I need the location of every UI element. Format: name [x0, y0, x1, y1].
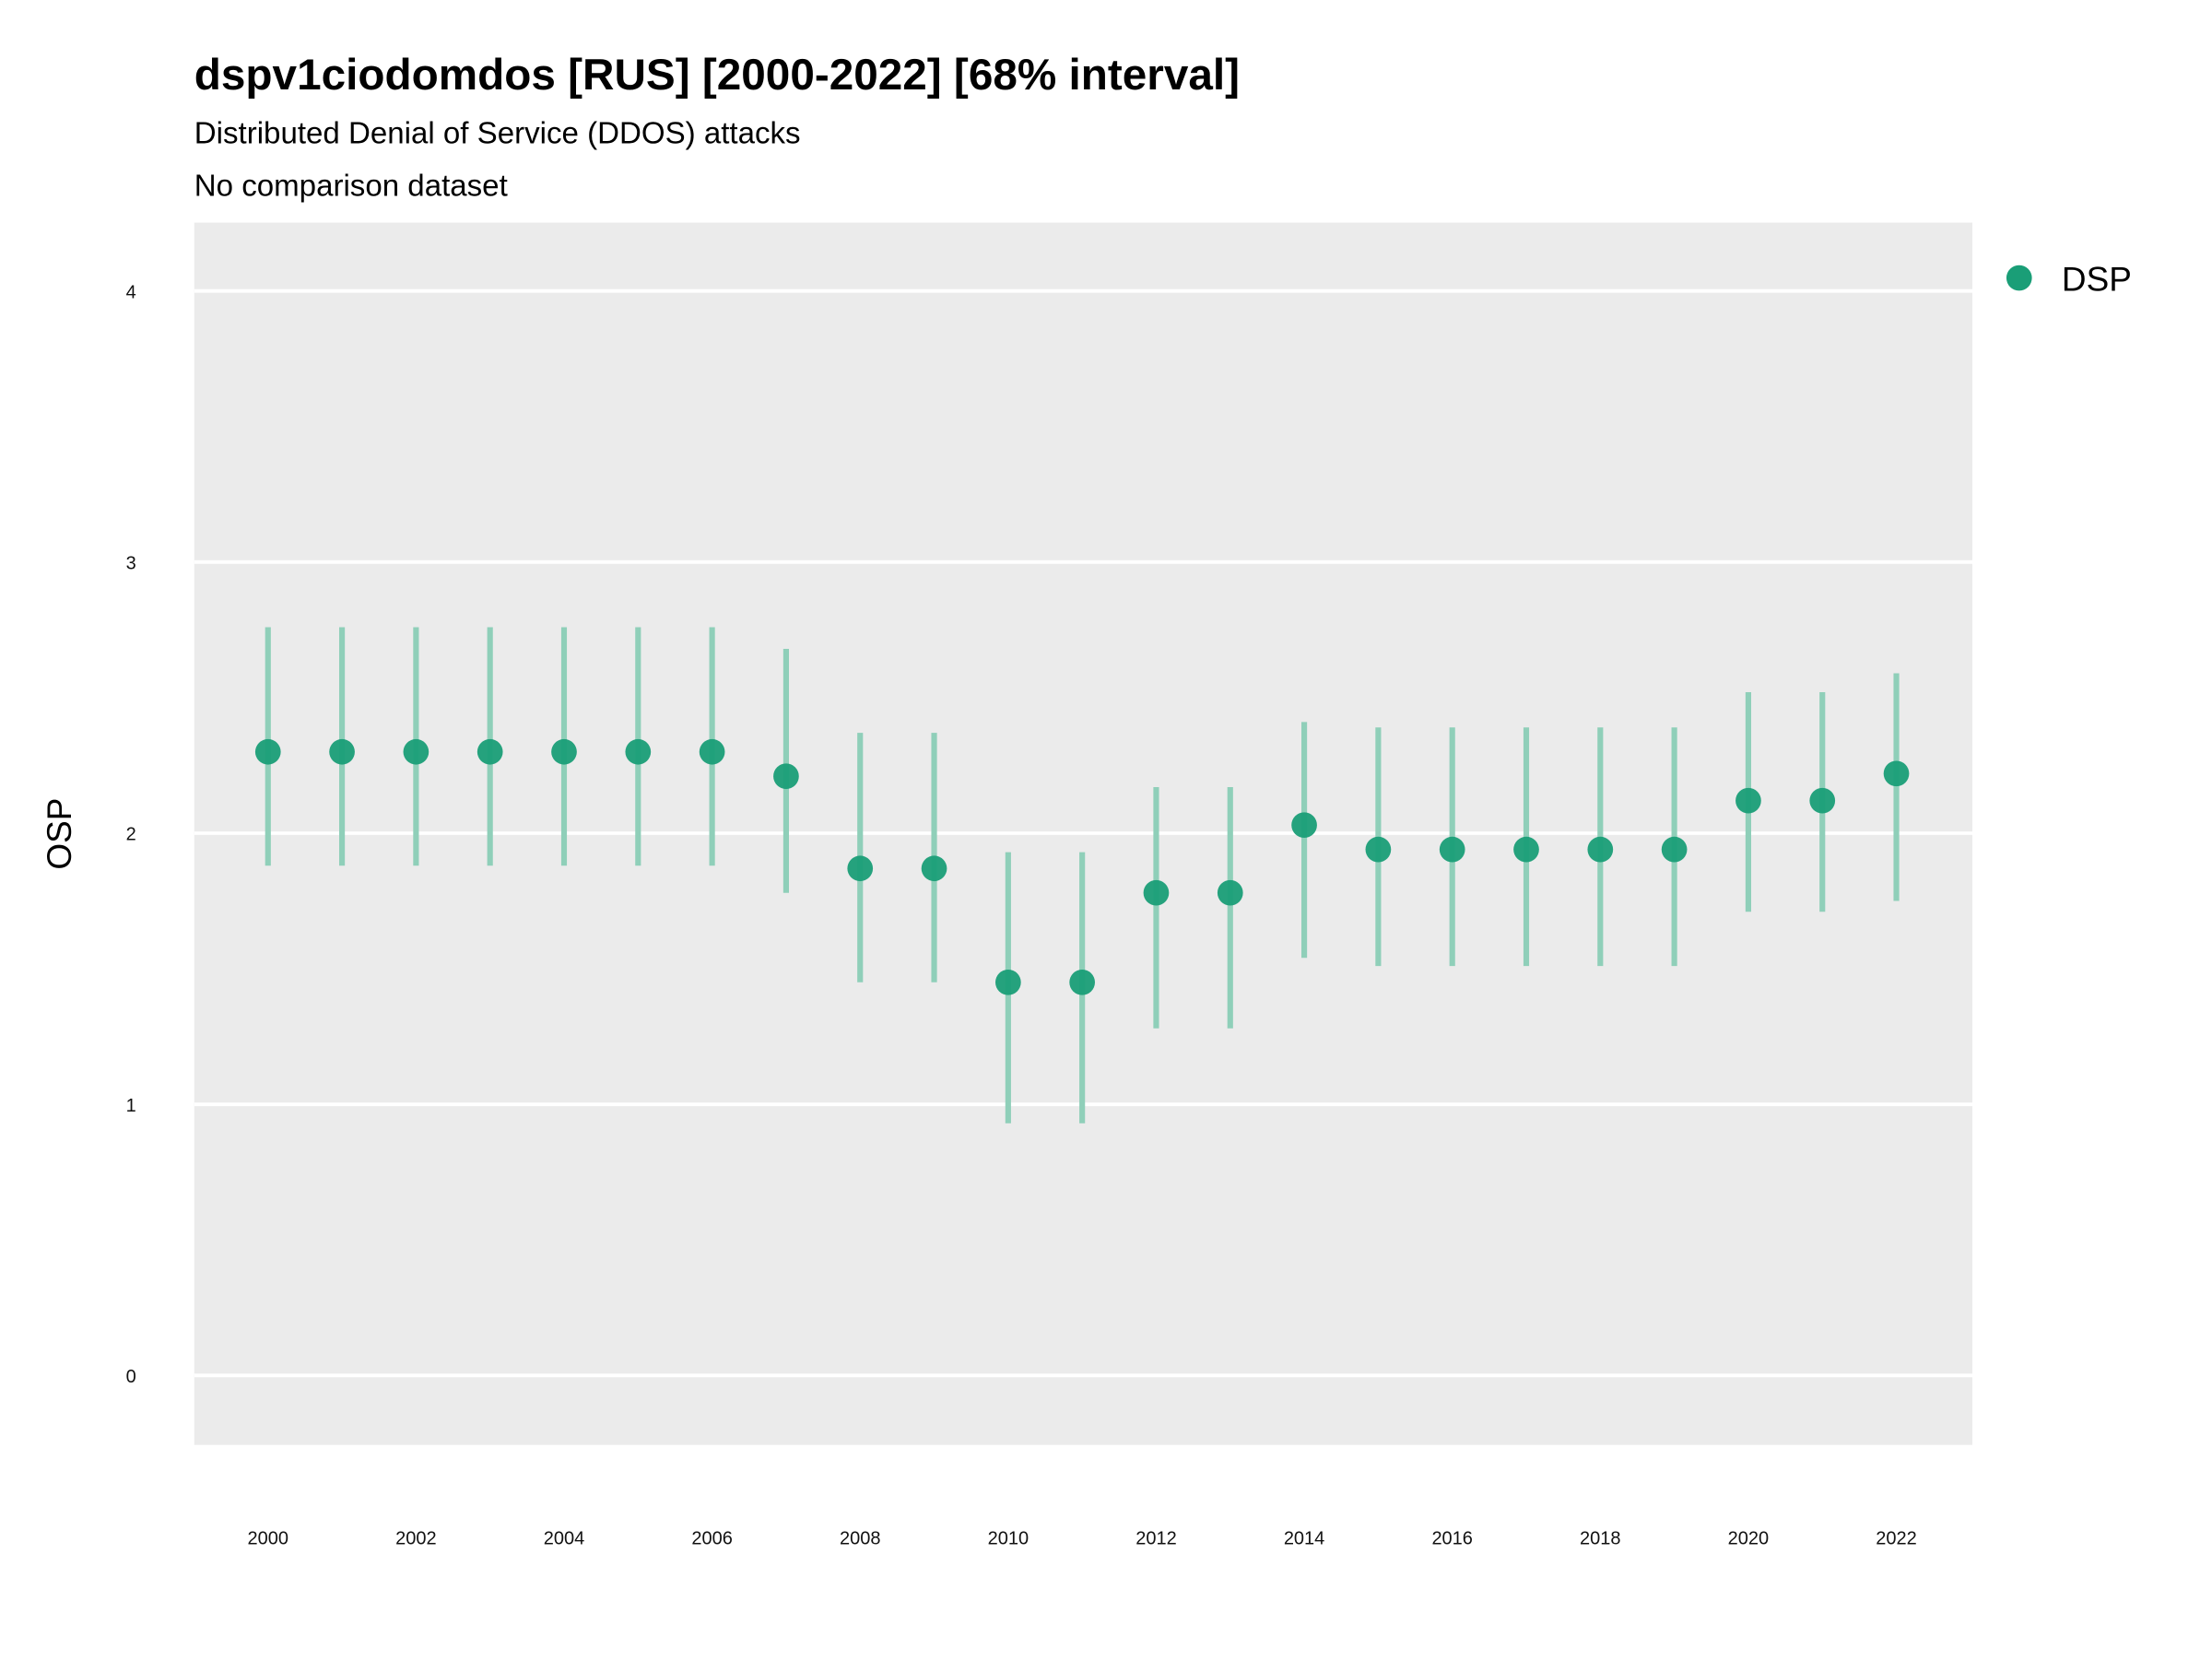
- point-2008: [847, 855, 874, 882]
- point-2016: [1439, 836, 1465, 863]
- y-axis-ticks: 0 1 2 3 4: [126, 282, 136, 1387]
- legend-label-dsp: DSP: [2062, 260, 2132, 298]
- y-tick-label: 4: [126, 282, 136, 302]
- point-2022: [1883, 760, 1910, 787]
- x-tick-label: 2004: [544, 1528, 585, 1548]
- point-2010: [995, 969, 1021, 995]
- x-tick-label: 2012: [1135, 1528, 1177, 1548]
- point-2013: [1217, 879, 1243, 906]
- data-marks: [254, 627, 1910, 1124]
- point-2017: [1513, 836, 1539, 863]
- point-2019: [1661, 836, 1688, 863]
- point-2014: [1291, 812, 1317, 839]
- point-2004: [551, 738, 577, 765]
- point-2021: [1809, 787, 1836, 814]
- point-2009: [921, 855, 947, 882]
- point-2003: [477, 738, 503, 765]
- legend: DSP: [2006, 260, 2132, 298]
- chart-subtitle: Distributed Denial of Service (DDOS) att…: [194, 116, 801, 150]
- y-tick-label: 2: [126, 825, 136, 845]
- x-tick-label: 2010: [988, 1528, 1030, 1548]
- x-tick-label: 2006: [691, 1528, 733, 1548]
- x-tick-label: 2022: [1876, 1528, 1917, 1548]
- x-tick-label: 2002: [395, 1528, 436, 1548]
- point-2018: [1587, 836, 1614, 863]
- point-2015: [1365, 836, 1392, 863]
- x-tick-label: 2016: [1431, 1528, 1473, 1548]
- point-2020: [1735, 787, 1761, 814]
- y-tick-label: 0: [126, 1367, 136, 1387]
- y-tick-label: 1: [126, 1096, 136, 1116]
- point-2007: [773, 763, 799, 790]
- point-2012: [1143, 879, 1170, 906]
- chart-title: dspv1ciodomdos [RUS] [2000-2022] [68% in…: [194, 51, 1240, 100]
- chart-caption: No comparison dataset: [194, 169, 508, 203]
- x-tick-label: 2008: [840, 1528, 880, 1548]
- point-2000: [254, 738, 281, 765]
- x-tick-label: 2018: [1580, 1528, 1621, 1548]
- point-2001: [329, 738, 355, 765]
- point-2005: [625, 738, 652, 765]
- x-axis-ticks: 2000 2002 2004 2006 2008 2010 2012 2014 2016 2018…: [248, 1528, 1917, 1548]
- legend-marker: [2006, 265, 2032, 291]
- point-2002: [403, 738, 429, 765]
- point-2006: [699, 738, 725, 765]
- x-tick-label: 2020: [1728, 1528, 1770, 1548]
- y-tick-label: 3: [126, 554, 136, 574]
- y-axis-label: OSP: [41, 798, 78, 870]
- x-tick-label: 2000: [248, 1528, 289, 1548]
- x-tick-label: 2014: [1284, 1528, 1325, 1548]
- point-2011: [1069, 969, 1095, 995]
